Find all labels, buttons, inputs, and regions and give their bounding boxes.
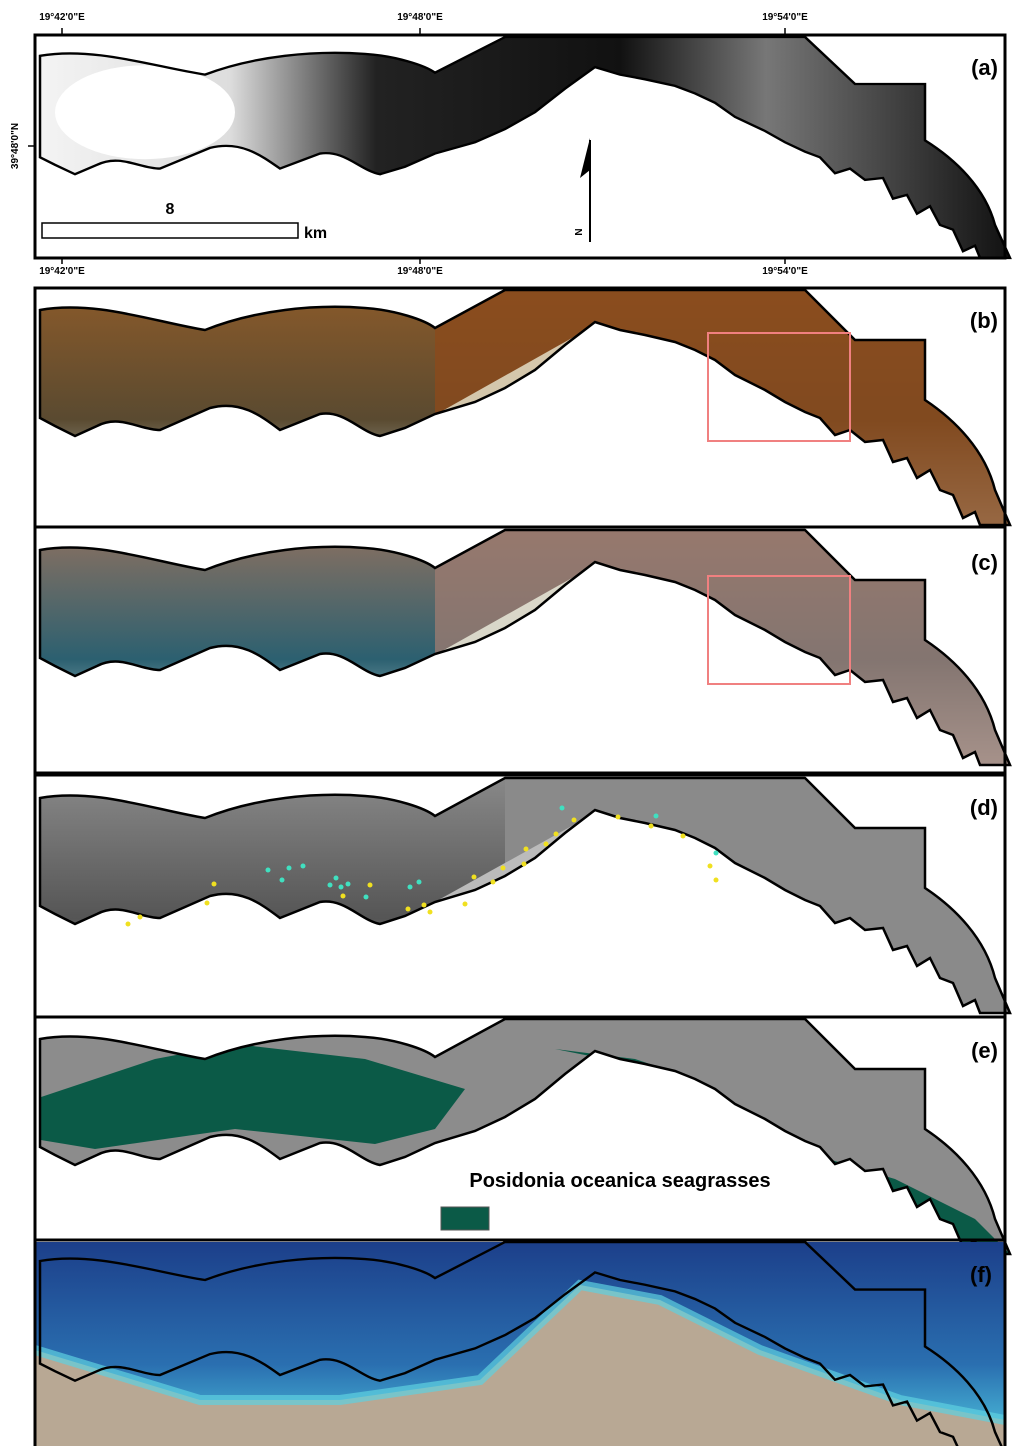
panel-b-map [38,288,1012,527]
zoom-box [707,575,851,685]
panel-label: (d) [970,795,998,820]
panel-label: (b) [970,308,998,333]
panel-label: (a) [971,55,998,80]
panel-c-map [38,528,1012,767]
legend-label: Posidonia oceanica seagrasses [469,1170,770,1192]
zoom-box [707,332,851,442]
coord-label: 19°42'0"E [39,12,85,23]
panel-label: (f) [970,1262,992,1287]
coord-label: 19°48'0"E [397,266,443,277]
scale-value: 8 [166,201,175,218]
panel-f-map [33,1240,1012,1451]
coord-label: 19°42'0"E [39,266,85,277]
scale-unit: km [304,225,327,242]
coord-label: 39°48'0"N [10,123,21,169]
panel-label: (e) [971,1038,998,1063]
legend-swatch [440,1206,490,1231]
north-label: N [574,228,585,235]
coord-label: 19°54'0"E [762,12,808,23]
panel-frame [33,33,1007,260]
north-arrow [580,138,591,242]
coord-label: 19°48'0"E [397,12,443,23]
sample-points [125,805,719,927]
panel-e-map [38,1017,1012,1256]
panel-frame [33,525,1007,775]
panel-label: (c) [971,550,998,575]
panel-d-map [38,776,1012,1015]
coord-label: 19°54'0"E [762,266,808,277]
scale-bar [41,222,299,239]
